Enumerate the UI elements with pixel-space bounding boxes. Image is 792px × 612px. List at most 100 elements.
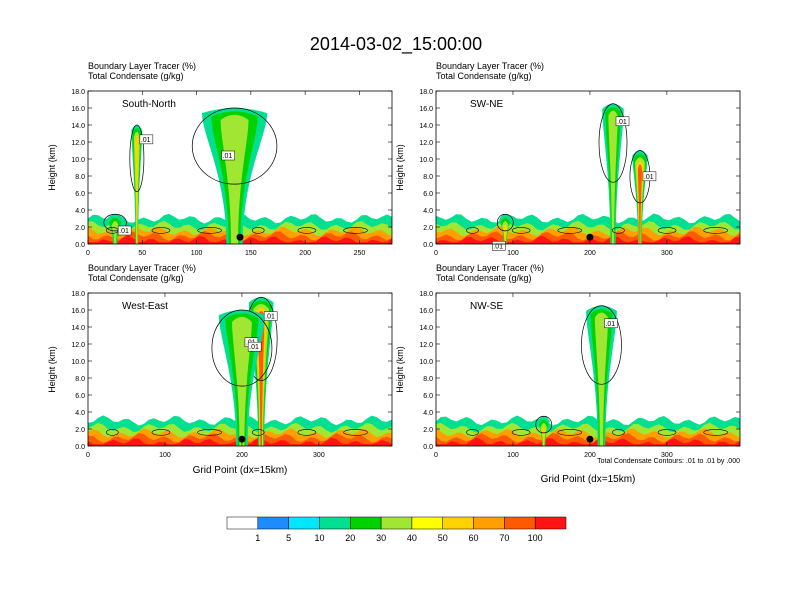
contour-label: .01	[265, 314, 275, 321]
contour-label: .01	[119, 228, 129, 235]
plot-frame	[87, 90, 393, 245]
y-tick-label: 2.0	[75, 225, 85, 232]
contour-label-box	[604, 318, 618, 329]
condensate-contour	[535, 415, 553, 434]
colorbar-swatch	[473, 516, 505, 530]
condensate-contour	[598, 103, 628, 183]
colorbar-swatch	[442, 516, 474, 530]
colorbar-label: 100	[528, 533, 543, 543]
y-tick-label: 4.0	[75, 410, 85, 417]
condensate-contour	[511, 227, 531, 234]
contour-label-box	[642, 171, 657, 182]
y-tick-label: 0.0	[423, 444, 433, 451]
y-tick-label: 6.0	[75, 191, 85, 198]
contour-label: .01	[617, 119, 627, 126]
panel-west-east: Boundary Layer Tracer (%)Total Condensat…	[47, 263, 393, 476]
x-tick-label: 0	[86, 452, 90, 459]
x-axis-label: Grid Point (dx=15km)	[193, 465, 288, 476]
panel-header-condensate: Total Condensate (g/kg)	[88, 71, 184, 81]
contour-label-box	[139, 134, 154, 145]
condensate-contour	[343, 429, 368, 436]
y-tick-label: 18.0	[419, 89, 433, 96]
y-tick-label: 2.0	[423, 225, 433, 232]
y-tick-label: 6.0	[75, 393, 85, 400]
contour-label-box	[615, 116, 630, 127]
condensate-contour	[211, 309, 273, 387]
x-tick-label: 250	[354, 250, 366, 257]
x-tick-label: 0	[434, 250, 438, 257]
y-tick-label: 12.0	[71, 140, 85, 147]
x-tick-label: 150	[245, 250, 257, 257]
contour-label: .01	[493, 243, 503, 250]
y-tick-label: 10.0	[71, 157, 85, 164]
colorbar: 1 5 10 20 30 40 50 60 70 100	[226, 516, 567, 543]
condensate-contour	[466, 227, 479, 234]
y-tick-label: 10.0	[419, 359, 433, 366]
y-tick-label: 14.0	[419, 123, 433, 130]
contour-label: .01	[223, 153, 233, 160]
condensate-contour	[343, 227, 368, 234]
condensate-contour	[197, 429, 222, 436]
condensate-contour	[703, 227, 728, 234]
colorbar-label: 60	[469, 533, 479, 543]
y-tick-label: 12.0	[71, 342, 85, 349]
x-tick-label: 0	[86, 250, 90, 257]
plume-layer	[594, 312, 609, 446]
condensate-contour	[557, 227, 583, 234]
colorbar-swatch	[411, 516, 443, 530]
contour-label-box	[247, 341, 262, 352]
y-tick-label: 12.0	[419, 140, 433, 147]
panel-south-north: Boundary Layer Tracer (%)Total Condensat…	[47, 61, 393, 257]
colorbar-swatch	[257, 516, 289, 530]
plume-layer	[608, 110, 618, 244]
colorbar-label: 40	[407, 533, 417, 543]
plot-frame	[435, 90, 741, 245]
x-tick-label: 200	[584, 250, 596, 257]
x-tick-label: 100	[191, 250, 203, 257]
condensate-contour	[581, 305, 622, 385]
boundary-layer-band	[88, 437, 392, 446]
x-tick-label: 100	[507, 250, 519, 257]
panel-header-condensate: Total Condensate (g/kg)	[436, 71, 532, 81]
condensate-contour	[129, 124, 145, 192]
tracer-field	[88, 296, 392, 446]
plume-layer	[503, 224, 508, 244]
y-tick-label: 16.0	[71, 106, 85, 113]
boundary-layer-band	[436, 433, 740, 446]
y-tick-label: 16.0	[419, 308, 433, 315]
y-tick-label: 2.0	[423, 427, 433, 434]
colorbar-label: 70	[499, 533, 509, 543]
x-tick-label: 0	[434, 452, 438, 459]
y-tick-label: 8.0	[75, 376, 85, 383]
x-tick-label: 200	[236, 452, 248, 459]
contour-note: Total Condensate Contours: .01 to .01 by…	[597, 458, 740, 465]
panel-label: NW-SE	[470, 301, 503, 312]
panel-header-tracer: Boundary Layer Tracer (%)	[88, 263, 196, 273]
plume-layer	[541, 426, 546, 446]
tracer-field	[436, 103, 740, 244]
colorbar-swatch	[288, 516, 320, 530]
panel-header-condensate: Total Condensate (g/kg)	[436, 273, 532, 283]
y-axis-label: Height (km)	[47, 346, 57, 393]
location-marker	[586, 435, 594, 443]
panel-header-tracer: Boundary Layer Tracer (%)	[436, 61, 544, 71]
condensate-contour	[703, 429, 728, 436]
colorbar-swatch	[226, 516, 259, 530]
location-marker	[236, 233, 244, 241]
plume-layer	[220, 114, 249, 244]
condensate-contour	[557, 429, 583, 436]
y-tick-label: 12.0	[419, 342, 433, 349]
y-tick-label: 0.0	[423, 242, 433, 249]
y-tick-label: 0.0	[75, 242, 85, 249]
y-tick-label: 4.0	[423, 208, 433, 215]
colorbar-label: 30	[376, 533, 386, 543]
condensate-contour	[297, 227, 317, 234]
boundary-layer-band	[88, 230, 392, 244]
condensate-contour	[106, 429, 119, 436]
y-tick-label: 8.0	[423, 376, 433, 383]
contour-label: .01	[605, 321, 615, 328]
plot-frame	[435, 292, 741, 447]
colorbar-swatch	[534, 516, 567, 530]
y-tick-label: 2.0	[75, 427, 85, 434]
contour-label-box	[221, 150, 235, 161]
